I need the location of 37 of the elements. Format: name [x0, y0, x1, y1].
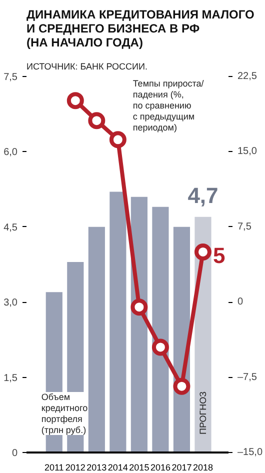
x-tick-label: 2011 [44, 462, 64, 472]
point [88, 112, 106, 130]
x-tick-label: 2012 [65, 462, 86, 472]
y2-tick-label: –15,0 [238, 447, 263, 458]
data-label: 5 [212, 242, 226, 268]
x-tick-label: 2015 [129, 462, 150, 472]
point [66, 92, 84, 110]
chart-subtitle: ИСТОЧНИК: БАНК РОССИИ. [26, 62, 148, 72]
chart-title: ДИНАМИКА КРЕДИТОВАНИЯ МАЛОГО И СРЕДНЕГО БИЗНЕСА В РФ (НА НАЧАЛО ГОДА) [26, 8, 254, 50]
y-tick-label: 7,5 [4, 72, 18, 83]
bar [88, 226, 105, 452]
point [194, 243, 212, 260]
y-tick-label: 4,5 [4, 222, 18, 234]
y-tick-label: 6,0 [4, 147, 18, 158]
series-label: Темпы прироста/ падения (%, по сравнению с предыдущим периодом) [132, 78, 204, 132]
y-tick-label: 3,0 [4, 298, 18, 309]
y2-tick-label: 0 [238, 296, 244, 308]
data-label: 4,7 [188, 182, 218, 208]
x-tick-label: 2017 [172, 462, 192, 472]
series-label: Объем кредитного портфеля (трлн руб.) [41, 392, 88, 435]
annotation: ПРОГНОЗ [198, 391, 208, 434]
y2-tick-label: 22,5 [238, 71, 258, 82]
point [173, 378, 190, 395]
bar [152, 206, 169, 452]
x-tick-label: 2013 [86, 462, 107, 472]
x-tick-label: 2018 [192, 462, 214, 472]
point [130, 298, 148, 316]
point [109, 131, 126, 148]
y-tick-label: 1,5 [4, 372, 18, 384]
x-tick-label: 2014 [108, 462, 128, 472]
y2-tick-label: –7,5 [238, 372, 258, 383]
x-tick-label: 2016 [150, 462, 170, 472]
bar [110, 192, 126, 452]
point [152, 338, 169, 356]
y-tick-label: 0 [12, 448, 18, 459]
y2-tick-label: 15,0 [238, 146, 258, 158]
y2-tick-label: 7,5 [238, 221, 252, 232]
